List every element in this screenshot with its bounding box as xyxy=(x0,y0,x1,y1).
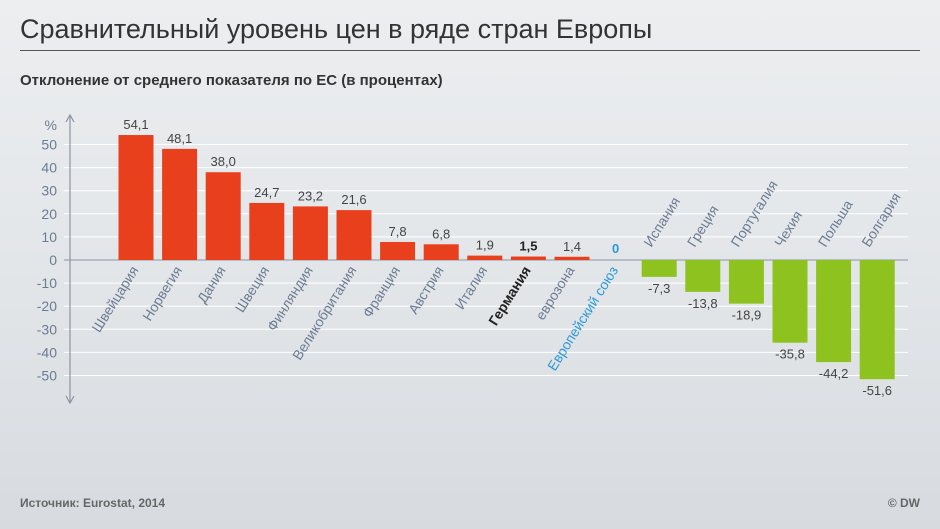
category-label: Греция xyxy=(684,202,722,249)
category-label: Болгария xyxy=(858,190,904,250)
bar xyxy=(205,172,241,260)
value-label: 48,1 xyxy=(167,131,192,146)
value-label: 0 xyxy=(612,241,619,256)
bar xyxy=(816,260,852,363)
value-label: -35,8 xyxy=(775,347,805,362)
value-label: -13,8 xyxy=(688,296,718,311)
bar xyxy=(554,256,590,260)
y-axis-arrow-down-icon xyxy=(65,395,75,405)
value-label: -7,3 xyxy=(648,281,670,296)
category-label: Германия xyxy=(485,263,534,328)
chart-subtitle: Отклонение от среднего показателя по ЕС … xyxy=(20,72,443,89)
value-label: 23,2 xyxy=(298,188,323,203)
bar xyxy=(467,255,503,260)
bar xyxy=(859,260,895,380)
y-tick-label: -30 xyxy=(37,321,57,337)
category-label: Франция xyxy=(359,263,403,320)
y-tick-label: 50 xyxy=(41,137,57,153)
bar xyxy=(249,202,285,260)
y-tick-label: -10 xyxy=(37,275,57,291)
category-label: Дания xyxy=(194,263,229,306)
chart-title: Сравнительный уровень цен в ряде стран Е… xyxy=(20,14,653,44)
value-label: 1,4 xyxy=(563,239,581,254)
bar xyxy=(728,260,764,304)
value-label: -51,6 xyxy=(862,383,892,398)
y-tick-label: 10 xyxy=(41,229,57,245)
value-label: 7,8 xyxy=(389,224,407,239)
value-label: 1,5 xyxy=(519,239,537,254)
value-label: -44,2 xyxy=(819,366,849,381)
y-tick-label: 20 xyxy=(41,206,57,222)
source-note: Источник: Eurostat, 2014 xyxy=(20,496,166,510)
value-label: 54,1 xyxy=(123,117,148,132)
bar xyxy=(162,148,198,260)
category-label: Испания xyxy=(640,194,683,250)
y-tick-label: -40 xyxy=(37,344,57,360)
value-label: 24,7 xyxy=(254,185,279,200)
y-unit-label: % xyxy=(45,117,57,133)
y-tick-label: 30 xyxy=(41,183,57,199)
y-axis-arrow-up-icon xyxy=(65,113,75,123)
value-label: 1,9 xyxy=(476,238,494,253)
y-tick-label: 0 xyxy=(49,252,57,268)
bar xyxy=(423,244,459,260)
bar xyxy=(336,210,372,260)
category-label: еврозона xyxy=(532,263,578,323)
bar xyxy=(118,135,154,260)
y-tick-label: -50 xyxy=(37,368,57,384)
value-label: 6,8 xyxy=(432,226,450,241)
y-tick-label: -20 xyxy=(37,298,57,314)
category-label: Швеция xyxy=(232,263,273,315)
bar xyxy=(641,260,677,277)
category-label: Норвегия xyxy=(139,263,185,323)
bar xyxy=(380,241,416,260)
category-label: Италия xyxy=(452,263,491,312)
bar xyxy=(772,260,808,343)
title-divider xyxy=(20,50,920,51)
category-label: Польша xyxy=(815,197,856,250)
bar xyxy=(685,260,721,292)
category-label: Австрия xyxy=(405,263,447,317)
value-label: 21,6 xyxy=(341,192,366,207)
y-tick-label: 40 xyxy=(41,160,57,176)
value-label: -18,9 xyxy=(732,308,762,323)
category-label: Швейцария xyxy=(88,263,141,335)
value-label: 38,0 xyxy=(211,154,236,169)
dw-brand: © DW xyxy=(887,496,920,510)
bar xyxy=(510,256,546,260)
bar xyxy=(292,206,328,260)
